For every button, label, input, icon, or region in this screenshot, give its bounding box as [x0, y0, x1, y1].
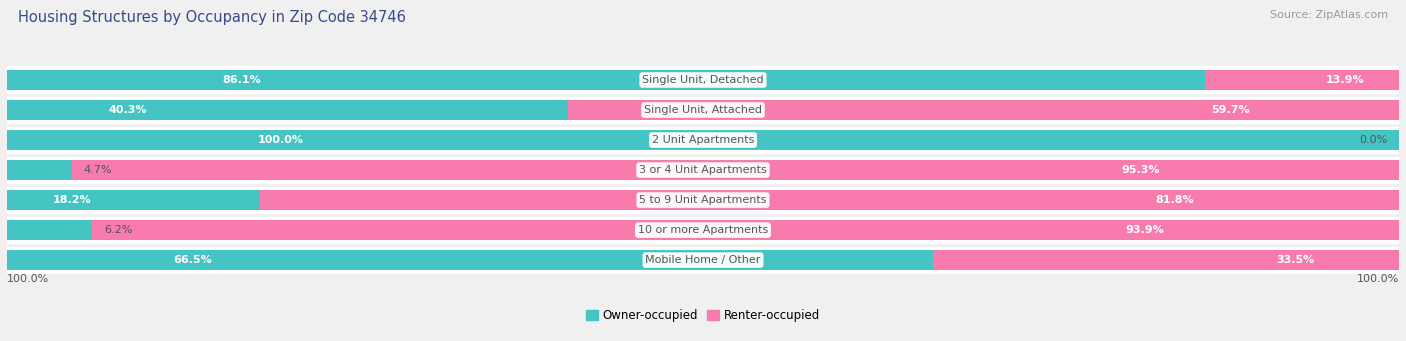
Bar: [7, 66, 1399, 93]
Text: Mobile Home / Other: Mobile Home / Other: [645, 255, 761, 265]
Bar: [7, 250, 932, 270]
Text: Source: ZipAtlas.com: Source: ZipAtlas.com: [1270, 10, 1388, 20]
Text: 10 or more Apartments: 10 or more Apartments: [638, 225, 768, 235]
Bar: [7, 100, 568, 120]
Text: 3 or 4 Unit Apartments: 3 or 4 Unit Apartments: [640, 165, 766, 175]
Bar: [91, 220, 1399, 240]
Text: 13.9%: 13.9%: [1326, 75, 1364, 85]
Text: 59.7%: 59.7%: [1211, 105, 1250, 115]
Bar: [7, 217, 1399, 243]
Bar: [7, 187, 1399, 213]
Bar: [7, 190, 260, 210]
Text: 100.0%: 100.0%: [1357, 274, 1399, 284]
Text: 2 Unit Apartments: 2 Unit Apartments: [652, 135, 754, 145]
Text: Single Unit, Attached: Single Unit, Attached: [644, 105, 762, 115]
Text: Single Unit, Detached: Single Unit, Detached: [643, 75, 763, 85]
Text: 100.0%: 100.0%: [7, 274, 49, 284]
Text: 93.9%: 93.9%: [1125, 225, 1164, 235]
Text: 4.7%: 4.7%: [83, 165, 112, 175]
Bar: [7, 97, 1399, 123]
Bar: [7, 127, 1399, 153]
Text: 40.3%: 40.3%: [108, 105, 146, 115]
Bar: [7, 157, 1399, 183]
Text: 95.3%: 95.3%: [1122, 165, 1160, 175]
Text: Housing Structures by Occupancy in Zip Code 34746: Housing Structures by Occupancy in Zip C…: [18, 10, 406, 25]
Bar: [7, 247, 1399, 273]
Text: 18.2%: 18.2%: [52, 195, 91, 205]
Text: 66.5%: 66.5%: [174, 255, 212, 265]
Bar: [568, 100, 1399, 120]
Bar: [932, 250, 1399, 270]
Text: 81.8%: 81.8%: [1156, 195, 1194, 205]
Text: 33.5%: 33.5%: [1277, 255, 1315, 265]
Legend: Owner-occupied, Renter-occupied: Owner-occupied, Renter-occupied: [586, 309, 820, 322]
Bar: [7, 70, 1205, 90]
Text: 0.0%: 0.0%: [1360, 135, 1388, 145]
Bar: [1205, 70, 1399, 90]
Text: 86.1%: 86.1%: [222, 75, 262, 85]
Bar: [7, 160, 73, 180]
Bar: [260, 190, 1399, 210]
Text: 6.2%: 6.2%: [104, 225, 132, 235]
Bar: [7, 130, 1399, 150]
Bar: [7, 220, 93, 240]
Bar: [73, 160, 1399, 180]
Text: 100.0%: 100.0%: [257, 135, 304, 145]
Text: 5 to 9 Unit Apartments: 5 to 9 Unit Apartments: [640, 195, 766, 205]
